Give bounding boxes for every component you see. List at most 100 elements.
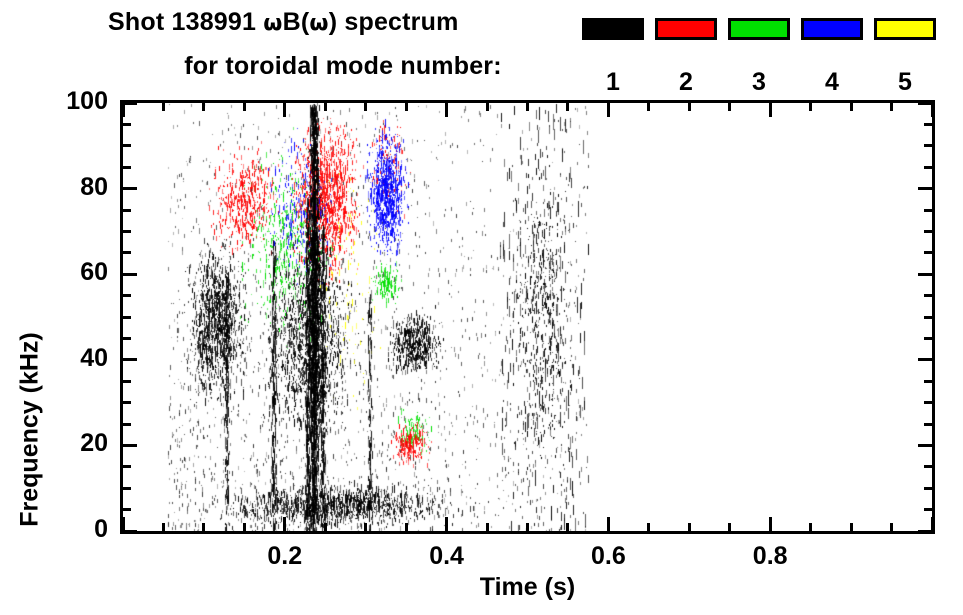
x-tick-major-top xyxy=(930,103,934,117)
y-tick-label: 20 xyxy=(80,429,108,458)
y-tick-minor xyxy=(123,122,131,126)
y-tick-major-right xyxy=(918,358,932,362)
y-tick-minor-right xyxy=(924,379,932,383)
title-text-prefix: Shot 138991 xyxy=(108,8,264,36)
x-tick-major xyxy=(606,517,610,531)
x-tick-major-top xyxy=(768,103,772,117)
y-tick-minor-right xyxy=(924,294,932,298)
y-tick-label: 80 xyxy=(80,172,108,201)
y-tick-major xyxy=(123,101,137,105)
y-tick-major xyxy=(123,529,137,533)
x-tick-minor-top xyxy=(687,103,691,111)
y-tick-minor xyxy=(123,144,131,148)
x-tick-minor xyxy=(364,523,368,531)
x-tick-major xyxy=(445,517,449,531)
x-tick-minor xyxy=(890,523,894,531)
y-tick-minor-right xyxy=(924,508,932,512)
y-tick-major xyxy=(123,358,137,362)
x-tick-major-top xyxy=(283,103,287,117)
y-tick-minor xyxy=(123,465,131,469)
plot-clip xyxy=(123,103,932,531)
x-tick-minor xyxy=(202,523,206,531)
omega-symbol-2: ω xyxy=(309,11,329,36)
x-tick-major xyxy=(283,517,287,531)
y-tick-minor-right xyxy=(924,315,932,319)
x-tick-minor xyxy=(242,523,246,531)
y-tick-minor xyxy=(123,165,131,169)
legend-label-5: 5 xyxy=(898,68,912,96)
x-tick-minor xyxy=(323,523,327,531)
legend-label-3: 3 xyxy=(752,68,766,96)
y-tick-minor-right xyxy=(924,486,932,490)
y-tick-minor xyxy=(123,379,131,383)
x-tick-major-top xyxy=(445,103,449,117)
x-tick-label: 0.2 xyxy=(267,542,303,570)
x-tick-minor-top xyxy=(364,103,368,111)
x-tick-minor-top xyxy=(161,103,165,111)
x-tick-minor-top xyxy=(890,103,894,111)
y-tick-minor-right xyxy=(924,144,932,148)
x-tick-minor-top xyxy=(323,103,327,111)
x-tick-major-top xyxy=(606,103,610,117)
y-tick-minor xyxy=(123,401,131,405)
plot-area xyxy=(120,100,935,534)
y-tick-minor-right xyxy=(924,465,932,469)
y-tick-minor xyxy=(123,315,131,319)
y-tick-major-right xyxy=(918,443,932,447)
legend-label-1: 1 xyxy=(606,68,620,96)
y-tick-major-right xyxy=(918,101,932,105)
y-tick-minor-right xyxy=(924,229,932,233)
x-tick-minor-top xyxy=(809,103,813,111)
x-tick-major xyxy=(930,517,934,531)
x-tick-minor-top xyxy=(526,103,529,111)
y-tick-major-right xyxy=(918,529,932,533)
y-tick-major-right xyxy=(918,272,932,276)
x-tick-minor-top xyxy=(849,103,853,111)
y-tick-minor xyxy=(123,208,131,212)
legend-swatch-4 xyxy=(801,18,863,40)
x-tick-label: 0.6 xyxy=(591,542,626,570)
x-tick-minor xyxy=(687,523,691,531)
x-tick-minor-top xyxy=(485,103,489,111)
x-tick-minor-top xyxy=(242,103,246,111)
x-tick-minor xyxy=(566,523,570,531)
y-tick-label: 60 xyxy=(80,258,108,287)
x-tick-minor xyxy=(526,523,529,531)
legend-label-2: 2 xyxy=(679,68,693,96)
x-tick-minor xyxy=(728,523,732,531)
y-tick-minor-right xyxy=(924,165,932,169)
title-text-mid: B( xyxy=(282,8,310,36)
x-tick-minor xyxy=(485,523,489,531)
x-tick-minor-top xyxy=(728,103,732,111)
x-tick-minor xyxy=(849,523,853,531)
title-text-suffix: ) spectrum xyxy=(328,8,459,36)
y-axis-title: Frequency (kHz) xyxy=(15,332,44,527)
y-tick-minor xyxy=(123,294,131,298)
x-tick-minor-top xyxy=(202,103,206,111)
y-tick-major xyxy=(123,187,137,191)
x-tick-minor xyxy=(404,523,408,531)
y-tick-minor-right xyxy=(924,208,932,212)
y-tick-minor xyxy=(123,251,131,255)
spectrogram-canvas xyxy=(123,103,932,531)
y-tick-label: 0 xyxy=(94,515,108,543)
y-tick-major xyxy=(123,443,137,447)
figure-title-line2: for toroidal mode number: xyxy=(184,52,502,80)
x-tick-label: 0.8 xyxy=(752,542,788,570)
y-tick-minor-right xyxy=(924,251,932,255)
x-tick-label: 0.4 xyxy=(429,542,464,570)
y-tick-minor xyxy=(123,422,131,426)
omega-symbol-1: ω xyxy=(263,11,283,36)
y-tick-minor xyxy=(123,486,131,490)
y-tick-label: 100 xyxy=(66,87,108,115)
y-tick-major xyxy=(123,272,137,276)
y-tick-minor-right xyxy=(924,336,932,340)
y-tick-minor-right xyxy=(924,122,932,126)
legend-swatch-5 xyxy=(874,18,936,40)
legend-swatch-3 xyxy=(728,18,790,40)
x-tick-major xyxy=(121,517,125,531)
x-tick-minor xyxy=(161,523,165,531)
x-tick-major xyxy=(768,517,772,531)
y-tick-major-right xyxy=(918,187,932,191)
